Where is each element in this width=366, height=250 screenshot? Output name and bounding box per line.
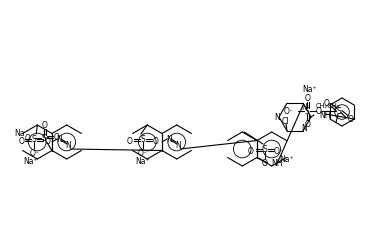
Text: O: O	[44, 136, 50, 145]
Text: O⁻: O⁻	[284, 106, 294, 116]
Text: O: O	[24, 134, 30, 142]
Text: O: O	[153, 136, 159, 145]
Text: S: S	[305, 106, 309, 116]
Text: S: S	[141, 135, 145, 144]
Text: O: O	[316, 106, 322, 116]
Text: Na⁺: Na⁺	[280, 155, 294, 164]
Text: Na⁺: Na⁺	[23, 157, 38, 166]
Text: S: S	[42, 134, 46, 142]
Text: O: O	[248, 146, 254, 155]
Text: O: O	[348, 114, 354, 124]
Text: N: N	[301, 102, 307, 111]
Text: O: O	[262, 158, 268, 167]
Text: N: N	[65, 141, 71, 150]
Text: O: O	[54, 132, 60, 141]
Text: O⁻: O⁻	[138, 148, 148, 157]
Text: S: S	[263, 145, 268, 154]
Text: NH: NH	[271, 158, 283, 168]
Text: O: O	[305, 120, 311, 128]
Text: N: N	[166, 134, 172, 143]
Text: CH₂CH₂: CH₂CH₂	[316, 103, 340, 109]
Text: O: O	[42, 120, 48, 130]
Text: N: N	[175, 141, 181, 150]
Text: O⁻: O⁻	[29, 148, 39, 157]
Text: O: O	[18, 136, 24, 145]
Text: Na⁺: Na⁺	[303, 85, 317, 94]
Text: Na: Na	[14, 128, 24, 138]
Text: S: S	[337, 106, 341, 116]
Text: O: O	[127, 136, 133, 145]
Text: Na⁺: Na⁺	[136, 157, 150, 166]
Text: N: N	[301, 124, 307, 133]
Text: N: N	[274, 113, 280, 122]
Text: NH: NH	[319, 110, 330, 119]
Text: Cl: Cl	[281, 117, 289, 126]
Text: N: N	[56, 134, 62, 143]
Text: S: S	[32, 135, 37, 144]
Text: O⁻: O⁻	[274, 146, 284, 155]
Text: O: O	[305, 94, 311, 102]
Text: O: O	[324, 98, 330, 108]
